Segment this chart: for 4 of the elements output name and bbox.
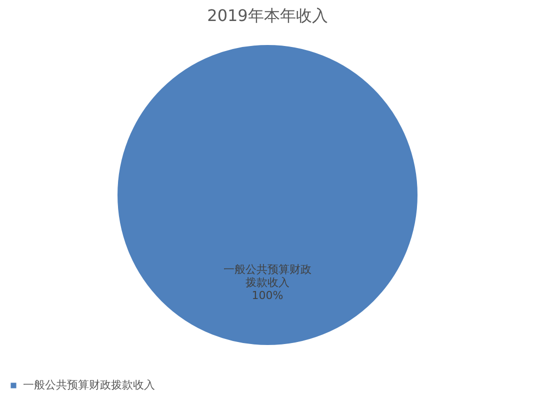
data-label: 100% [252,289,284,302]
slice-label: 一般公共预算财政拨款收入 [224,263,312,289]
chart-title: 2019年本年收入 [207,6,328,25]
legend-label: 一般公共预算财政拨款收入 [23,378,155,392]
